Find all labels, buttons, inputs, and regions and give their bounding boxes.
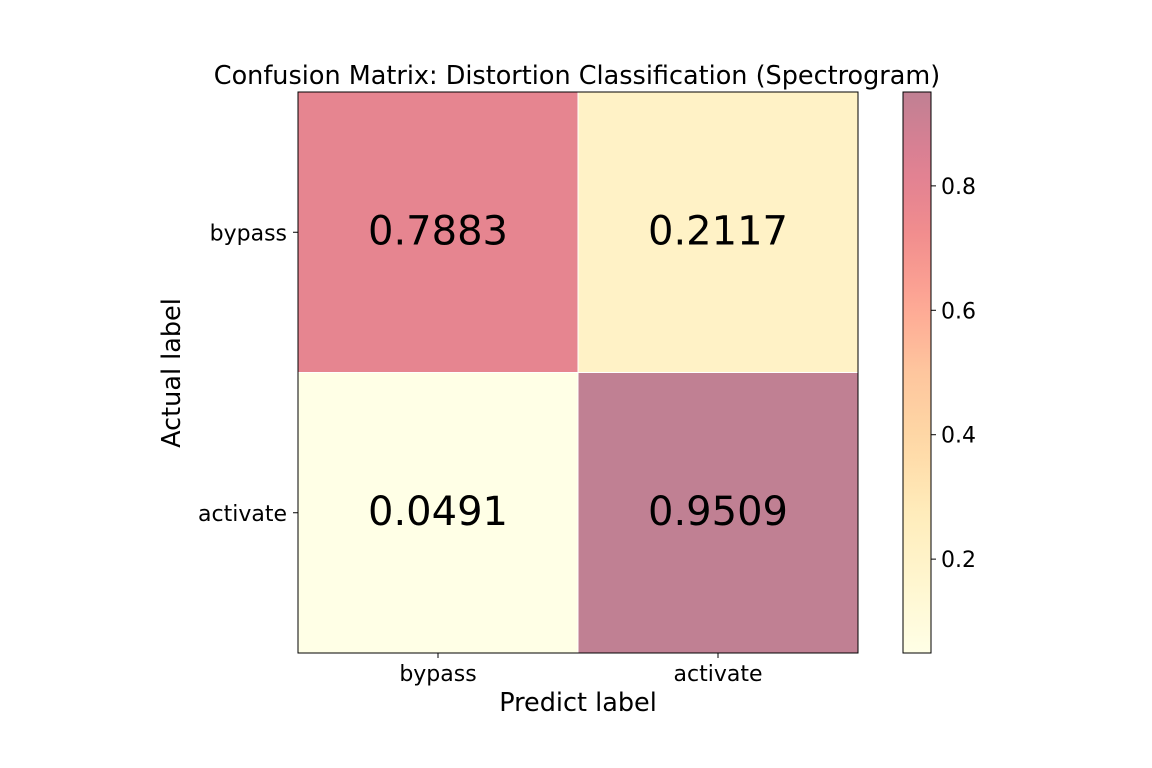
colorbar-tick-label: 0.8 [941,175,976,200]
plot-frame [297,91,859,654]
heatmap-cell-activate-activate [577,372,859,654]
cell-value-label: 0.7883 [368,208,508,254]
y-tick-label: activate [198,502,287,527]
x-tick-label: bypass [399,662,476,687]
colorbar: 0.2 0.4 0.6 0.8 [902,91,976,654]
heatmap-cells [297,91,859,654]
y-axis-label: Actual label [157,298,187,448]
colorbar-tick-label: 0.6 [941,299,976,324]
heatmap-cell-labels: 0.7883 0.2117 0.0491 0.9509 [368,208,788,535]
chart-title: Confusion Matrix: Distortion Classificat… [214,61,940,91]
y-tick-label: bypass [210,221,287,246]
colorbar-tick-label: 0.4 [941,424,976,449]
x-axis-ticks: bypass activate [399,653,762,687]
heatmap-cell-bypass-activate [577,91,859,373]
x-axis-label: Predict label [499,688,657,718]
colorbar-ticks: 0.2 0.4 0.6 0.8 [931,175,976,573]
colorbar-tick-label: 0.2 [941,548,976,573]
x-tick-label: activate [674,662,763,687]
cell-value-label: 0.0491 [368,489,508,535]
heatmap-cell-activate-bypass [297,372,579,654]
cell-value-label: 0.9509 [648,489,788,535]
heatmap-cell-bypass-bypass [297,91,579,373]
colorbar-frame [902,91,932,654]
y-axis-ticks: bypass activate [198,221,298,527]
colorbar-gradient [903,92,931,653]
cell-value-label: 0.2117 [648,208,788,254]
